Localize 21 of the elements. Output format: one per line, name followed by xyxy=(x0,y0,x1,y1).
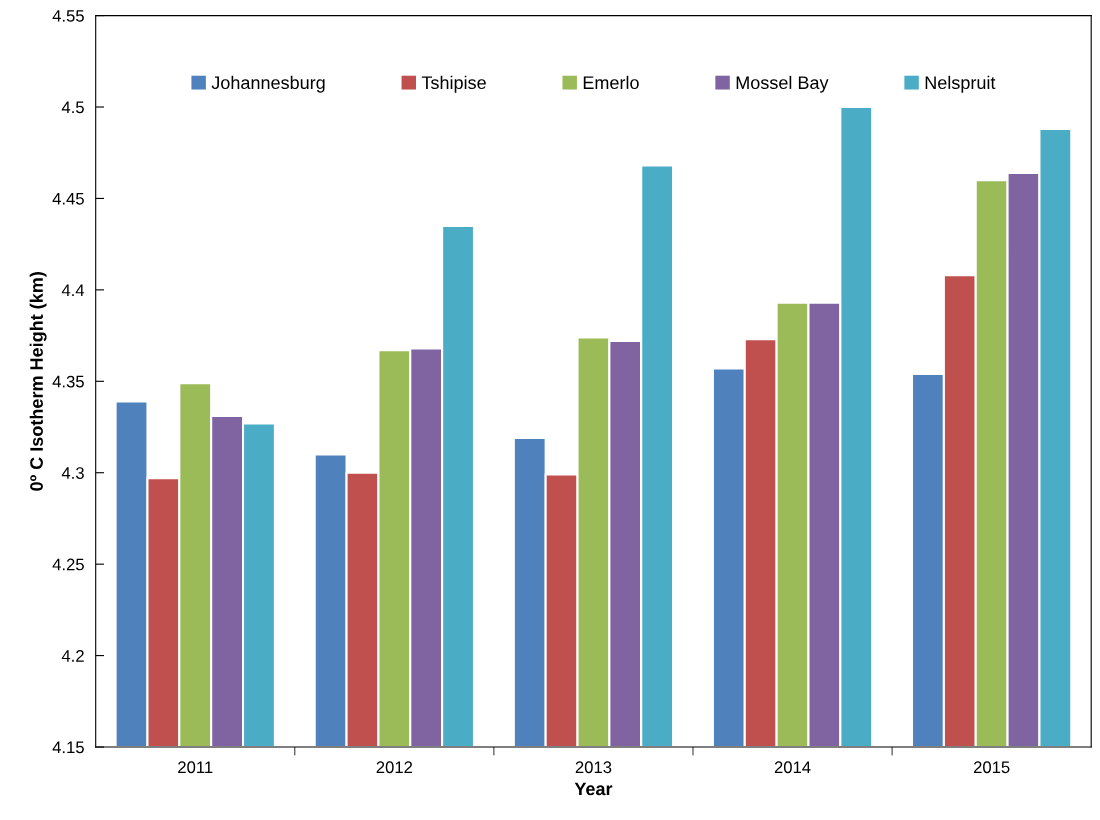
x-tick-label: 2015 xyxy=(973,761,1010,774)
x-tick-label: 2013 xyxy=(575,761,612,774)
legend-label: Emerlo xyxy=(583,75,639,90)
x-axis-title: Year xyxy=(574,782,613,796)
y-tick-label: 4.55 xyxy=(52,10,84,22)
y-tick-label: 4.45 xyxy=(52,193,84,205)
y-tick-label: 4.25 xyxy=(52,558,84,571)
x-tick-label: 2011 xyxy=(178,761,213,774)
legend-label: Nelspruit xyxy=(925,75,996,93)
x-tick-label: 2012 xyxy=(376,761,413,774)
y-tick-label: 4.35 xyxy=(52,375,84,388)
y-tick-label: 4.4 xyxy=(61,284,85,296)
legend-label: Tshipise xyxy=(421,75,486,93)
x-tick-label: 2014 xyxy=(774,761,811,774)
legend-label: Johannesburg xyxy=(211,75,325,93)
y-axis-title: 0º C Isotherm Height (km) xyxy=(29,272,47,491)
y-tick-label: 4.15 xyxy=(52,741,84,754)
y-tick-label: 4.5 xyxy=(61,101,84,114)
y-tick-label: 4.2 xyxy=(61,649,84,662)
legend-label: Mossel Bay xyxy=(736,75,829,93)
y-tick-label: 4.3 xyxy=(61,467,84,479)
